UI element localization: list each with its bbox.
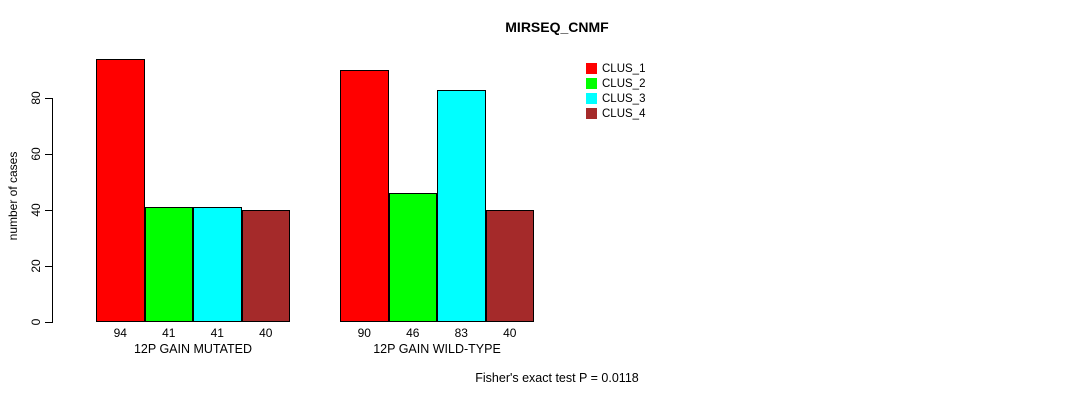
legend-label: CLUS_4 bbox=[602, 107, 646, 120]
legend-swatch-clus4 bbox=[586, 108, 597, 119]
y-tick-label: 20 bbox=[29, 259, 43, 273]
bar-clus_4 bbox=[485, 210, 534, 322]
y-tick-mark bbox=[45, 210, 53, 211]
legend-item: CLUS_4 bbox=[586, 106, 645, 121]
bar-value-label: 40 bbox=[503, 326, 517, 340]
bar-value-label: 46 bbox=[406, 326, 420, 340]
legend-label: CLUS_3 bbox=[602, 92, 646, 105]
y-tick-mark bbox=[45, 266, 53, 267]
group-label: 12P GAIN MUTATED bbox=[133, 342, 253, 356]
chart-title: MIRSEQ_CNMF bbox=[505, 19, 609, 35]
bar-value-label: 41 bbox=[210, 326, 224, 340]
group-label: 12P GAIN WILD-TYPE bbox=[373, 342, 501, 356]
legend-swatch-clus1 bbox=[586, 63, 597, 74]
y-axis-title: number of cases bbox=[6, 151, 20, 241]
legend: CLUS_1 CLUS_2 CLUS_3 CLUS_4 bbox=[586, 61, 645, 121]
y-tick-label: 40 bbox=[29, 203, 43, 217]
y-tick-label: 80 bbox=[29, 91, 43, 105]
bar-clus_1 bbox=[96, 58, 145, 322]
bar-value-label: 41 bbox=[162, 326, 176, 340]
bar-value-label: 40 bbox=[259, 326, 273, 340]
y-tick-mark bbox=[45, 98, 53, 99]
legend-item: CLUS_2 bbox=[586, 76, 645, 91]
bar-value-label: 90 bbox=[357, 326, 371, 340]
bar-clus_3 bbox=[193, 207, 242, 322]
bar-clus_3 bbox=[437, 89, 486, 322]
bar-value-label: 83 bbox=[454, 326, 468, 340]
footer-annotation: Fisher's exact test P = 0.0118 bbox=[475, 371, 639, 385]
bar-clus_2 bbox=[144, 207, 193, 322]
legend-swatch-clus2 bbox=[586, 78, 597, 89]
bar-clus_1 bbox=[340, 70, 389, 322]
y-tick-mark bbox=[45, 322, 53, 323]
y-tick-label: 0 bbox=[29, 318, 43, 326]
y-tick-label: 60 bbox=[29, 147, 43, 161]
y-tick-mark bbox=[45, 154, 53, 155]
legend-label: CLUS_2 bbox=[602, 77, 646, 90]
bar-value-label: 94 bbox=[113, 326, 127, 340]
legend-item: CLUS_1 bbox=[586, 61, 645, 76]
bar-clus_2 bbox=[388, 193, 437, 322]
bar-clus_4 bbox=[241, 210, 290, 322]
legend-item: CLUS_3 bbox=[586, 91, 645, 106]
legend-label: CLUS_1 bbox=[602, 62, 646, 75]
legend-swatch-clus3 bbox=[586, 93, 597, 104]
